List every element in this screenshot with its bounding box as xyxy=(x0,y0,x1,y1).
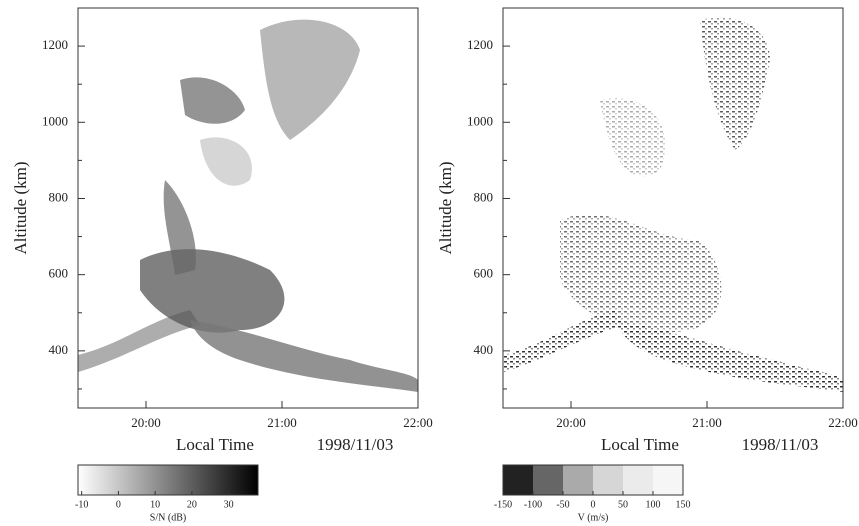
y-tick-label: 1200 xyxy=(42,37,68,52)
y-tick-label: 400 xyxy=(49,342,69,357)
x-tick-label: 22:00 xyxy=(403,415,433,430)
y-tick-label: 800 xyxy=(474,189,494,204)
y-tick-label: 1000 xyxy=(42,113,68,128)
colorbar-label: S/N (dB) xyxy=(150,512,186,523)
x-axis-label: Local Time xyxy=(176,435,254,454)
x-tick-label: 20:00 xyxy=(556,415,586,430)
colorbar-tick-label: -10 xyxy=(75,499,88,510)
x-tick-label: 22:00 xyxy=(828,415,858,430)
y-tick-label: 600 xyxy=(49,266,69,281)
colorbar-tick-label: 150 xyxy=(676,499,691,510)
colorbar-segment xyxy=(533,465,563,495)
y-axis-label: Altitude (km) xyxy=(11,161,30,254)
colorbar-tick-label: 100 xyxy=(646,499,661,510)
colorbar-tick-label: 10 xyxy=(150,499,160,510)
colorbar-segment xyxy=(503,465,533,495)
velocity-image xyxy=(503,17,843,392)
colorbar-label: V (m/s) xyxy=(578,512,609,523)
colorbar-segment xyxy=(623,465,653,495)
y-tick-label: 1200 xyxy=(467,37,493,52)
colorbar-tick-label: -150 xyxy=(494,499,512,510)
colorbar-tick-label: 0 xyxy=(116,499,121,510)
colorbar-segment xyxy=(593,465,623,495)
colorbar-tick-label: 20 xyxy=(187,499,197,510)
date-label: 1998/11/03 xyxy=(742,435,819,454)
colorbar-tick-label: 30 xyxy=(224,499,234,510)
colorbar-tick-label: -50 xyxy=(556,499,569,510)
echo-image xyxy=(78,19,418,392)
y-axis-label: Altitude (km) xyxy=(436,161,455,254)
x-axis-label: Local Time xyxy=(601,435,679,454)
plot-frame xyxy=(502,7,844,409)
y-tick-label: 600 xyxy=(474,266,494,281)
date-label: 1998/11/03 xyxy=(317,435,394,454)
y-tick-label: 400 xyxy=(474,342,494,357)
colorbar-segment xyxy=(653,465,683,495)
plot-frame xyxy=(77,7,419,409)
x-tick-label: 21:00 xyxy=(692,415,722,430)
colorbar xyxy=(77,464,259,496)
y-tick-label: 1000 xyxy=(467,113,493,128)
colorbar-segment xyxy=(563,465,593,495)
colorbar-tick-label: 50 xyxy=(618,499,628,510)
x-tick-label: 20:00 xyxy=(131,415,161,430)
y-tick-label: 800 xyxy=(49,189,69,204)
colorbar-tick-label: 0 xyxy=(591,499,596,510)
colorbar-tick-label: -100 xyxy=(524,499,542,510)
x-tick-label: 21:00 xyxy=(267,415,297,430)
